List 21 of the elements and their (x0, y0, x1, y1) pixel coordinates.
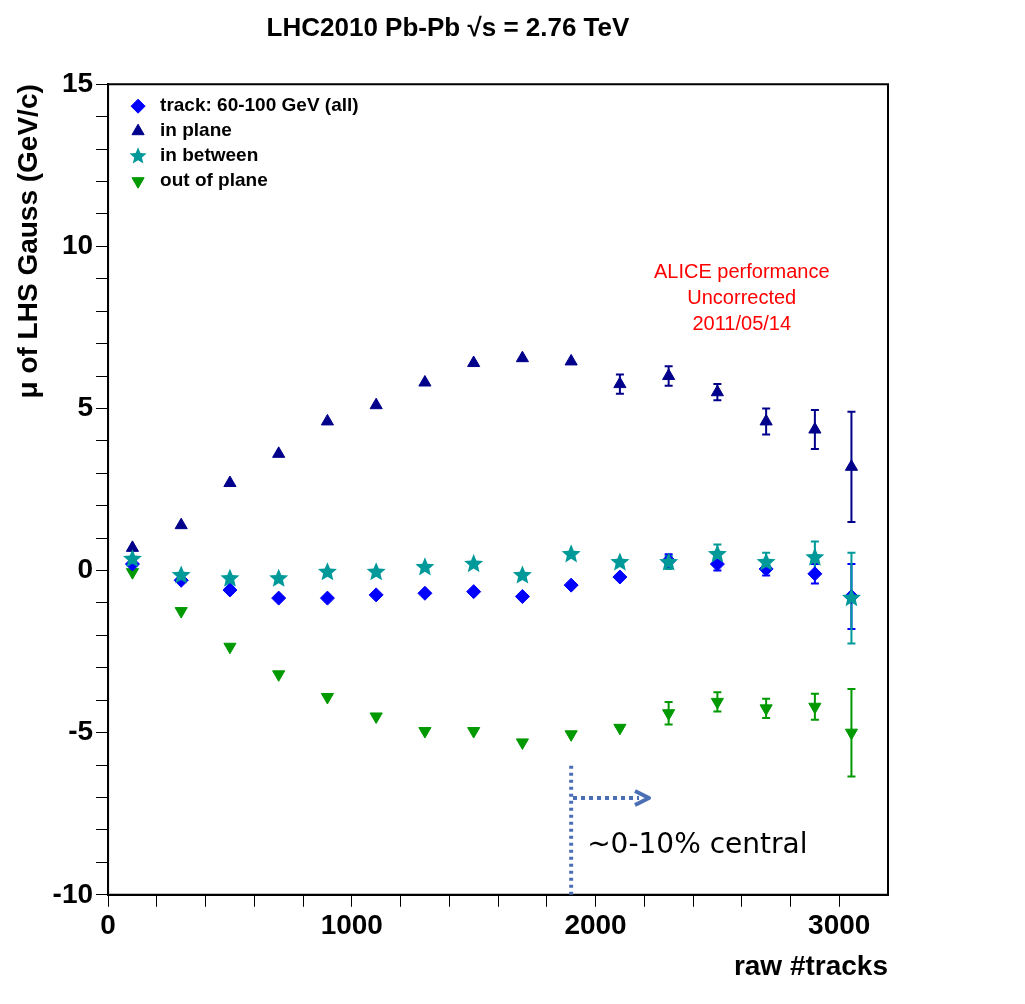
y-axis-title: μ of LHS Gauss (GeV/c) (11, 84, 43, 399)
legend-label: out of plane (160, 169, 268, 191)
x-tick-label: 1000 (320, 909, 383, 941)
legend-label: track: 60-100 GeV (all) (160, 94, 359, 116)
x-tick-label: 0 (100, 909, 116, 941)
y-tick-label: 15 (61, 66, 94, 98)
annotation: ALICE performance (653, 259, 830, 282)
annotation: Uncorrected (687, 285, 797, 308)
y-tick-label: -5 (68, 715, 94, 747)
x-tick-label: 3000 (808, 909, 871, 941)
y-tick-label: 10 (61, 229, 94, 261)
y-tick-label: -10 (52, 877, 94, 909)
y-tick-label: 5 (77, 391, 94, 423)
x-tick-label: 2000 (564, 909, 627, 941)
chart-title: LHC2010 Pb-Pb √s = 2.76 TeV (266, 11, 631, 42)
legend-label: in plane (160, 119, 232, 141)
legend-label: in between (160, 144, 259, 166)
ref-line-label: ~0-10% central (587, 827, 808, 861)
x-axis-title: raw #tracks (733, 949, 888, 981)
annotation: 2011/05/14 (692, 311, 792, 334)
y-tick-label: 0 (77, 553, 94, 585)
